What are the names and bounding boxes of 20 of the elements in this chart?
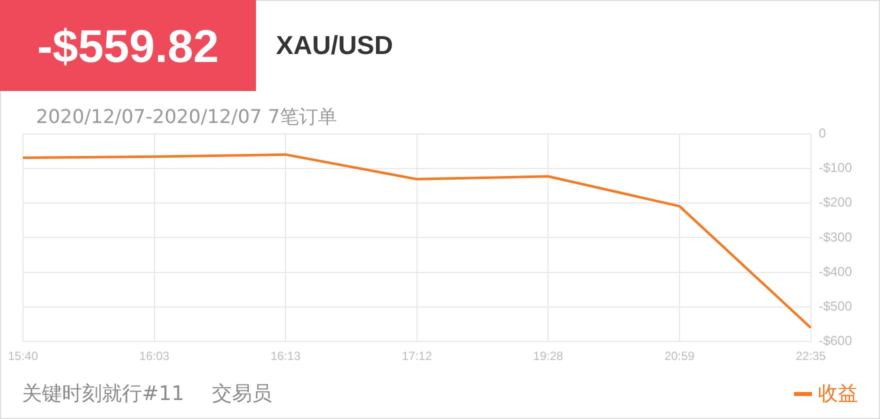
text: 关键时刻就行#11 — [22, 381, 184, 405]
x-tick-label: 15:40 — [8, 349, 38, 364]
x-tick-label: 19:28 — [533, 349, 564, 364]
text: -$559.82 — [0, 0, 256, 91]
x-tick-label: 22:35 — [796, 349, 826, 364]
text: 交易员 — [212, 381, 272, 405]
y-tick-label: -$500 — [818, 298, 852, 314]
y-tick-label: 0 — [818, 125, 826, 140]
x-tick-label: 16:13 — [270, 349, 301, 364]
x-tick-label: 17:12 — [402, 349, 432, 364]
y-tick-label: -$400 — [818, 264, 852, 279]
y-tick-label: -$600 — [818, 333, 852, 348]
x-tick-label: 16:03 — [139, 349, 170, 364]
x-tick-label: 20:59 — [664, 349, 695, 364]
y-tick-label: -$100 — [818, 160, 852, 176]
chart-subtitle: 2020/12/07-2020/12/07 7笔订单 — [36, 104, 338, 130]
chart-title: XAU/USD — [276, 30, 394, 61]
legend-label: 收益 — [818, 380, 858, 407]
y-tick-label: -$300 — [818, 229, 852, 244]
y-tick-label: -$200 — [818, 194, 852, 210]
